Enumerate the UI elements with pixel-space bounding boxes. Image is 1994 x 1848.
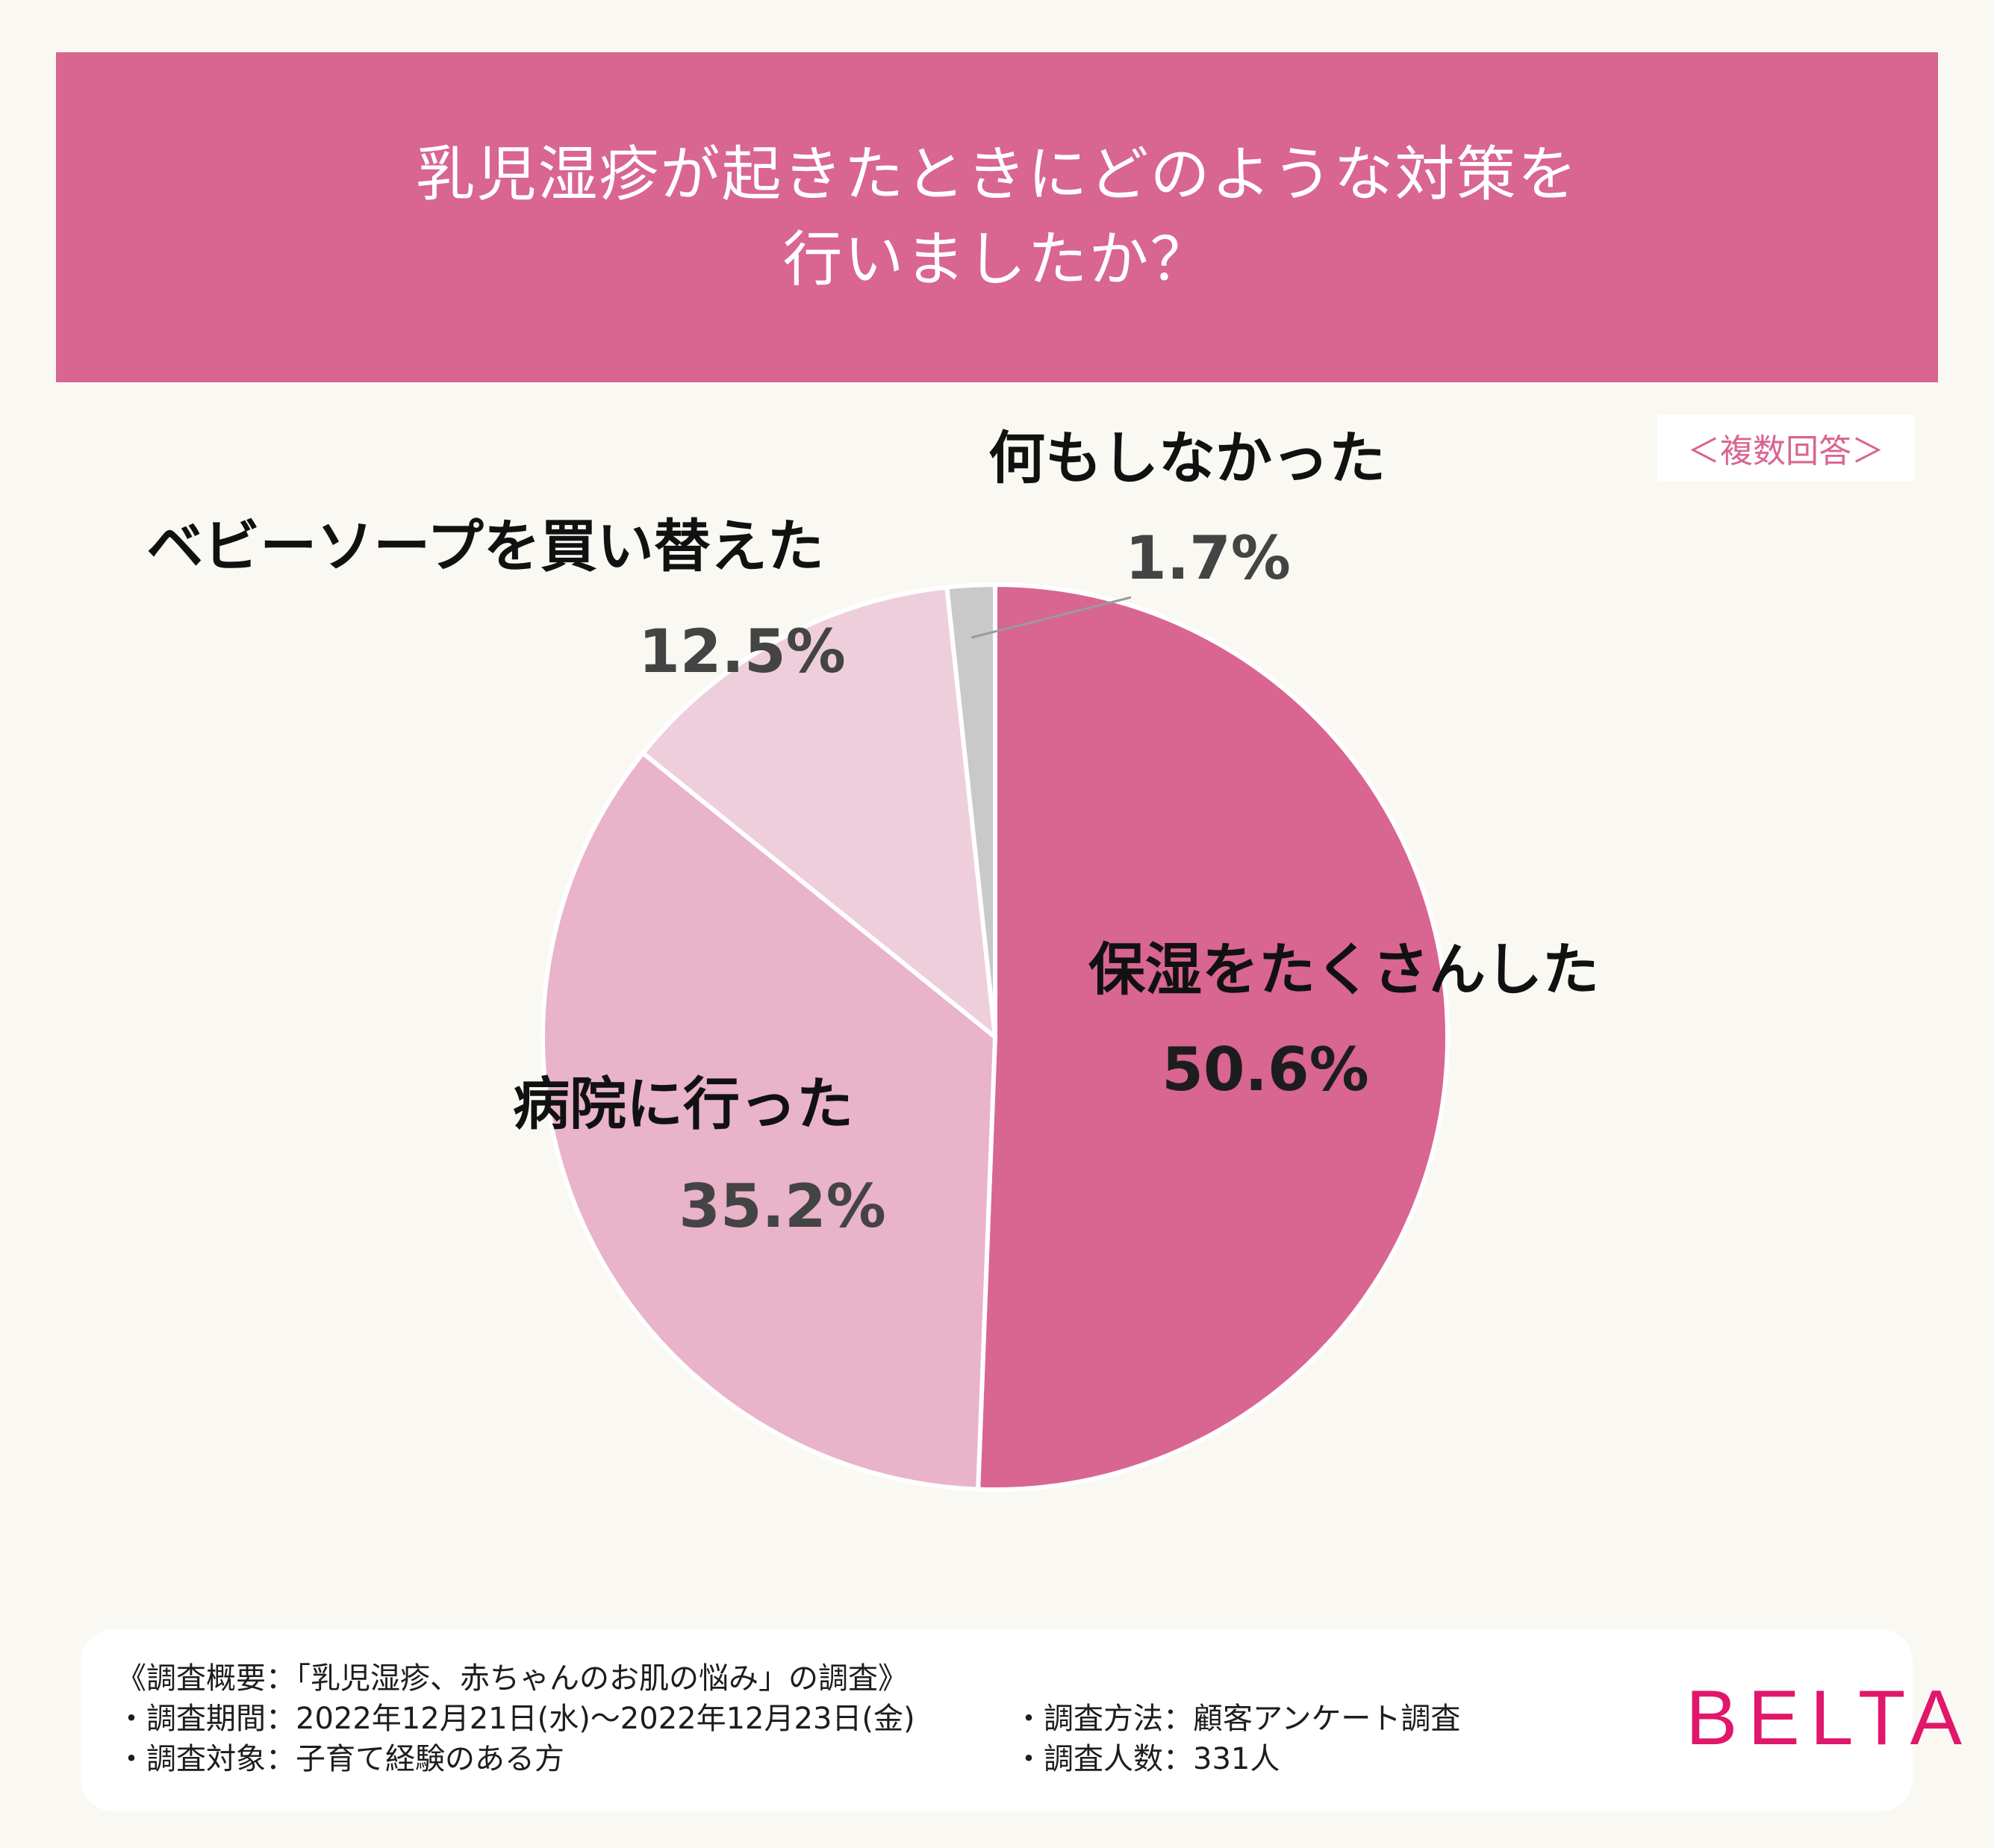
- chart-title-line-1: 乳児湿疹が起きたときにどのような対策を: [415, 140, 1579, 209]
- slice-label-moisturize: 保湿をたくさんした: [1088, 936, 1599, 1003]
- pie-slice-baby-soap: [641, 585, 997, 1039]
- pie-slice-moisturize: [976, 582, 1450, 1492]
- slice-value-baby-soap: 12.5%: [638, 617, 846, 686]
- pie-labels: 保湿をたくさんした 50.6% 病院に行った 35.2% ベビーソープを買い替えた 12.…: [146, 425, 1599, 1241]
- pie-slice-hospital: [540, 750, 997, 1492]
- slice-label-hospital: 病院に行った: [513, 1071, 853, 1137]
- chart-title-banner: 乳児湿疹が起きたときにどのような対策を 行いましたか？: [56, 52, 1938, 382]
- belta-logo: BELTA: [1686, 1675, 1973, 1761]
- pie-slices: [540, 582, 1450, 1492]
- survey-method: ・調査方法：顧客アンケート調査: [1014, 1702, 1461, 1736]
- survey-summary-title: 《調査概要：「乳児湿疹、赤ちゃんのお肌の悩み」の調査》: [116, 1661, 908, 1696]
- slice-value-moisturize: 50.6%: [1162, 1035, 1369, 1104]
- pie-slice-nothing: [944, 582, 997, 1039]
- slice-label-baby-soap: ベビーソープを買い替えた: [146, 513, 823, 579]
- slice-label-nothing: 何もしなかった: [988, 425, 1386, 491]
- multiple-answer-badge: ＜複数回答＞: [1657, 415, 1914, 481]
- survey-summary-panel: 《調査概要：「乳児湿疹、赤ちゃんのお肌の悩み」の調査》 ・調査期間：2022年1…: [81, 1629, 1962, 1811]
- slice-value-hospital: 35.2%: [679, 1172, 886, 1241]
- survey-period: ・調査期間：2022年12月21日(水)～2022年12月23日(金): [116, 1702, 915, 1736]
- slice-value-nothing: 1.7%: [1125, 523, 1291, 593]
- survey-count: ・調査人数：331人: [1014, 1742, 1280, 1776]
- chart-title-line-2: 行いましたか？: [782, 225, 1212, 294]
- leader-line-nothing: [970, 596, 1132, 639]
- survey-target: ・調査対象：子育て経験のある方: [116, 1742, 564, 1776]
